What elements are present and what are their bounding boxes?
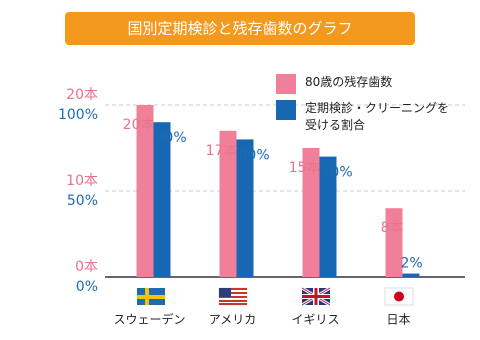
legend-swatch xyxy=(276,100,296,120)
bar xyxy=(136,105,154,277)
value-label: 15本 xyxy=(289,160,321,176)
legend-label: 80歳の残存歯数 xyxy=(305,75,393,89)
chart-title: 国別定期検診と残存歯数のグラフ xyxy=(127,20,352,38)
y-tick-label: 20本 xyxy=(66,87,98,103)
legend: 80歳の残存歯数定期検診・クリーニングを受ける割合 xyxy=(276,74,471,140)
x-tick-label: イギリス xyxy=(291,313,339,327)
y2-tick-label: 0% xyxy=(76,279,98,295)
value-label: 20本 xyxy=(123,117,155,133)
bar xyxy=(319,156,337,277)
y2-tick-label: 100% xyxy=(58,107,98,123)
y-tick-label: 10本 xyxy=(66,173,98,189)
flag-japan xyxy=(384,287,414,306)
bar xyxy=(402,273,420,277)
bar xyxy=(385,208,403,277)
value-label: 2% xyxy=(401,256,423,272)
x-tick-label: スウェーデン xyxy=(113,312,185,327)
value-label: 70% xyxy=(322,165,353,181)
bar xyxy=(219,130,237,277)
bar xyxy=(236,139,254,277)
title-banner xyxy=(65,12,415,45)
bar xyxy=(153,122,171,277)
flag-uk xyxy=(301,286,331,307)
flag-usa xyxy=(218,287,248,306)
value-label: 17本 xyxy=(206,143,238,159)
x-tick-label: アメリカ xyxy=(209,313,256,327)
legend-label: 定期検診・クリーニングを受ける割合 xyxy=(305,101,450,132)
value-label: 80% xyxy=(239,147,270,163)
value-label: 8本 xyxy=(381,220,404,236)
flag-sweden xyxy=(137,288,165,305)
legend-item: 定期検診・クリーニングを受ける割合 xyxy=(276,100,471,134)
bar xyxy=(302,148,320,277)
x-tick-label: 日本 xyxy=(386,313,410,327)
legend-swatch xyxy=(276,74,296,94)
y2-tick-label: 50% xyxy=(67,193,98,209)
value-label: 90% xyxy=(156,130,187,146)
legend-item: 80歳の残存歯数 xyxy=(276,74,471,94)
y-tick-label: 0本 xyxy=(75,259,98,275)
